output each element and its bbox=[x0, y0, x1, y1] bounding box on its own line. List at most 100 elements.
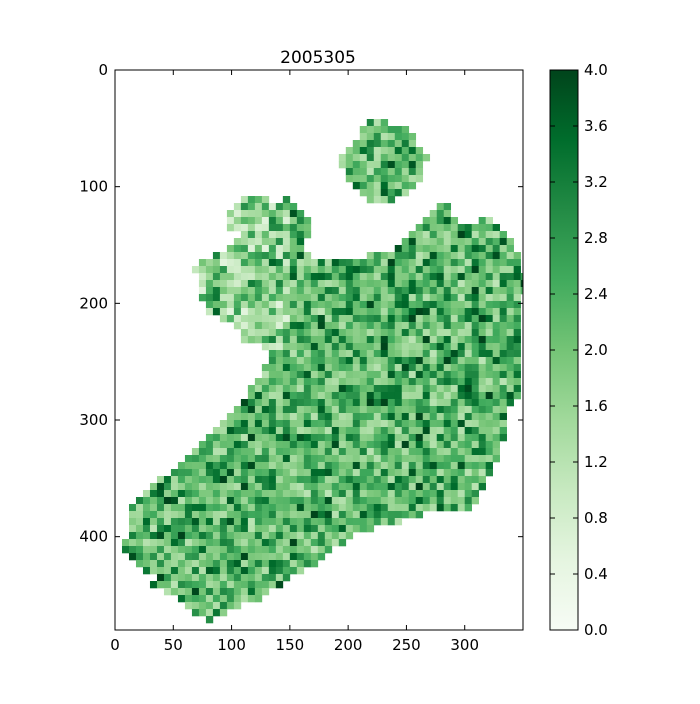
heatmap-cell bbox=[177, 483, 186, 491]
heatmap-cell bbox=[429, 441, 438, 449]
heatmap-cell bbox=[338, 385, 347, 393]
heatmap-cell bbox=[408, 441, 417, 449]
heatmap-cell bbox=[352, 497, 361, 505]
heatmap-cell bbox=[310, 336, 319, 344]
heatmap-cell bbox=[296, 420, 305, 428]
heatmap-cell bbox=[233, 476, 242, 484]
heatmap-cell bbox=[170, 574, 179, 582]
heatmap-cell bbox=[275, 511, 284, 519]
heatmap-cell bbox=[464, 413, 472, 421]
heatmap-cell bbox=[338, 441, 347, 449]
heatmap-cell bbox=[478, 301, 486, 309]
heatmap-cell bbox=[205, 497, 214, 505]
heatmap-cell bbox=[394, 315, 403, 323]
heatmap-cell bbox=[394, 126, 403, 134]
heatmap-cell bbox=[408, 294, 417, 302]
heatmap-cell bbox=[261, 532, 270, 540]
heatmap-cell bbox=[233, 525, 242, 533]
heatmap-cell bbox=[394, 294, 403, 302]
heatmap-cell bbox=[275, 210, 284, 218]
heatmap-cell bbox=[303, 448, 312, 456]
heatmap-cell bbox=[324, 539, 333, 547]
heatmap-cell bbox=[352, 392, 361, 400]
heatmap-cell bbox=[457, 315, 466, 323]
heatmap-cell bbox=[268, 266, 277, 274]
heatmap-cell bbox=[254, 420, 263, 428]
heatmap-cell bbox=[198, 602, 207, 610]
heatmap-cell bbox=[366, 413, 375, 421]
heatmap-cell bbox=[240, 441, 249, 449]
heatmap-cell bbox=[254, 518, 263, 526]
heatmap-cell bbox=[387, 308, 396, 316]
heatmap-cell bbox=[429, 217, 438, 225]
heatmap-cell bbox=[464, 385, 472, 393]
heatmap-cell bbox=[317, 294, 326, 302]
heatmap-cell bbox=[240, 434, 249, 442]
heatmap-cell bbox=[408, 497, 417, 505]
heatmap-cell bbox=[408, 357, 417, 365]
heatmap-cell bbox=[366, 399, 375, 407]
heatmap-cell bbox=[387, 455, 396, 463]
heatmap-cell bbox=[436, 308, 445, 316]
heatmap-cell bbox=[261, 525, 270, 533]
heatmap-cell bbox=[457, 343, 466, 351]
heatmap-cell bbox=[373, 385, 382, 393]
heatmap-cell bbox=[317, 259, 326, 267]
heatmap-cell bbox=[240, 532, 249, 540]
heatmap-cell bbox=[310, 301, 319, 309]
heatmap-cell bbox=[345, 455, 354, 463]
heatmap-cell bbox=[366, 259, 375, 267]
heatmap-cell bbox=[401, 441, 410, 449]
heatmap-cell bbox=[254, 406, 263, 414]
heatmap-cell bbox=[415, 231, 424, 239]
heatmap-cell bbox=[317, 329, 326, 337]
heatmap-cell bbox=[499, 378, 507, 386]
heatmap-cell bbox=[310, 469, 319, 477]
heatmap-cell bbox=[212, 497, 221, 505]
heatmap-cell bbox=[149, 490, 158, 498]
heatmap-cell bbox=[373, 322, 382, 330]
heatmap-cell bbox=[394, 273, 403, 281]
heatmap-cell bbox=[394, 182, 403, 190]
heatmap-cell bbox=[443, 280, 452, 288]
heatmap-cell bbox=[366, 280, 375, 288]
heatmap-cell bbox=[429, 315, 438, 323]
heatmap-cell bbox=[296, 301, 305, 309]
heatmap-cell bbox=[254, 385, 263, 393]
heatmap-cell bbox=[415, 448, 424, 456]
heatmap-cell bbox=[443, 350, 452, 358]
heatmap-cell bbox=[233, 553, 242, 561]
heatmap-cell bbox=[317, 385, 326, 393]
heatmap-cell bbox=[415, 315, 424, 323]
heatmap-cell bbox=[268, 357, 277, 365]
heatmap-cell bbox=[275, 280, 284, 288]
heatmap-cell bbox=[247, 427, 256, 435]
heatmap-cell bbox=[310, 280, 319, 288]
heatmap-cell bbox=[198, 532, 207, 540]
heatmap-cell bbox=[310, 329, 319, 337]
heatmap-cell bbox=[359, 336, 368, 344]
heatmap-cell bbox=[478, 238, 486, 246]
heatmap-cell bbox=[296, 308, 305, 316]
heatmap-cell bbox=[289, 539, 298, 547]
heatmap-cell bbox=[380, 147, 389, 155]
heatmap-cell bbox=[247, 476, 256, 484]
heatmap-cell bbox=[422, 448, 431, 456]
heatmap-cell bbox=[219, 308, 228, 316]
heatmap-cell bbox=[429, 287, 438, 295]
heatmap-cell bbox=[394, 266, 403, 274]
heatmap-cell bbox=[275, 553, 284, 561]
heatmap-cell bbox=[485, 455, 493, 463]
heatmap-cell bbox=[373, 336, 382, 344]
heatmap-cell bbox=[156, 567, 165, 575]
heatmap-cell bbox=[436, 504, 445, 512]
heatmap-cell bbox=[331, 280, 340, 288]
heatmap-cell bbox=[240, 266, 249, 274]
heatmap-cell bbox=[478, 266, 486, 274]
heatmap-cell bbox=[450, 273, 459, 281]
heatmap-cell bbox=[317, 546, 326, 554]
heatmap-cell bbox=[261, 273, 270, 281]
heatmap-cell bbox=[268, 336, 277, 344]
heatmap-cell bbox=[135, 518, 144, 526]
heatmap-cell bbox=[387, 427, 396, 435]
